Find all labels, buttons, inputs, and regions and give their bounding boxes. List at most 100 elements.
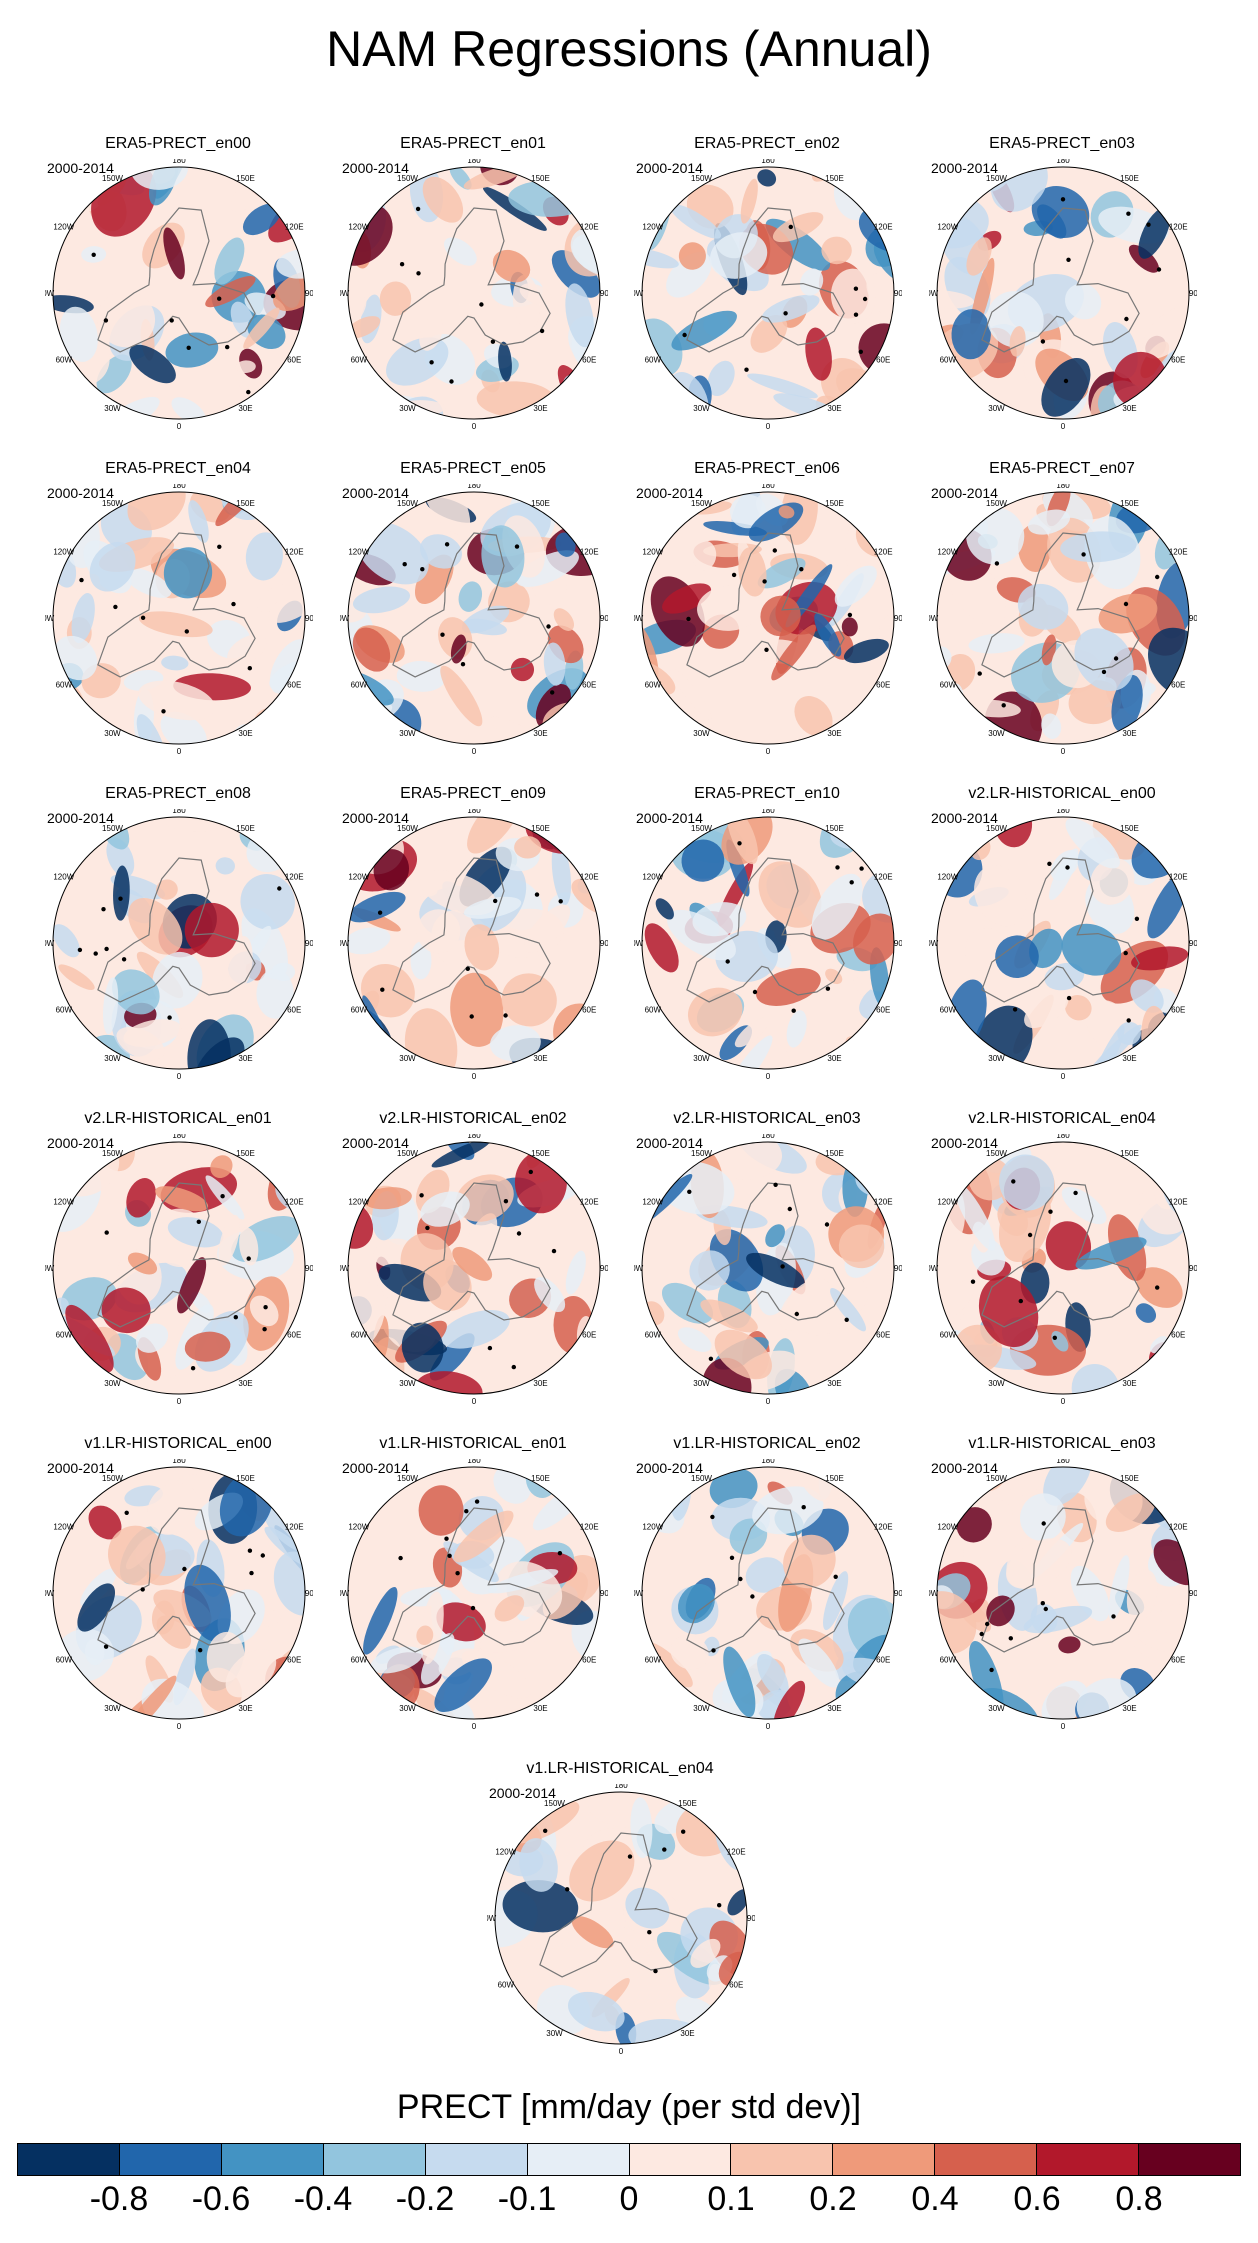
longitude-label: 90E	[600, 614, 608, 623]
significance-dot	[1123, 601, 1129, 607]
longitude-label: 30W	[399, 1379, 416, 1388]
significance-dot	[1047, 861, 1052, 866]
longitude-label: 180	[467, 809, 481, 815]
longitude-label: 30E	[533, 404, 547, 413]
longitude-label: 150W	[102, 1474, 123, 1483]
polar-map: 180 150E 120E 90E 60E 30E 0 30W 60W 90W 120W 150W	[45, 809, 313, 1081]
colorbar	[17, 2143, 1241, 2176]
significance-dot	[429, 360, 434, 365]
longitude-label: 120W	[642, 1198, 663, 1207]
significance-dot	[460, 662, 466, 667]
longitude-label: 60W	[351, 681, 368, 690]
significance-dot	[1027, 1232, 1033, 1238]
longitude-label: 90E	[894, 289, 902, 298]
longitude-label: 90E	[305, 1589, 313, 1598]
colorbar-bin	[119, 2144, 222, 2175]
longitude-label: 30W	[399, 729, 416, 738]
significance-dot	[682, 332, 687, 338]
significance-dot	[1041, 1521, 1046, 1526]
significance-dot	[101, 907, 106, 912]
longitude-label: 180	[1056, 1134, 1070, 1140]
longitude-label: 120E	[727, 1848, 746, 1857]
longitude-label: 120E	[285, 1198, 304, 1207]
polar-map: 180 150E 120E 90E 60E 30E 0 30W 60W 90W 120W 150W	[929, 809, 1197, 1081]
coastline	[392, 857, 551, 1003]
longitude-label: 60E	[1171, 1656, 1185, 1665]
colorbar-bin	[731, 2144, 834, 2175]
longitude-label: 150W	[397, 499, 418, 508]
significance-dot	[196, 1219, 201, 1224]
longitude-label: 150W	[986, 174, 1007, 183]
significance-dot	[1126, 1018, 1131, 1023]
longitude-label: 150E	[236, 174, 255, 183]
significance-dot	[233, 1315, 238, 1320]
significance-dot	[470, 1605, 476, 1611]
longitude-label: 180	[761, 1459, 775, 1465]
longitude-label: 60E	[876, 1656, 890, 1665]
longitude-label: 150W	[986, 824, 1007, 833]
period-label: 2000-2014	[47, 810, 114, 826]
map-panel: v1.LR-HISTORICAL_en04 2000-2014 180 150E 120…	[475, 1760, 765, 2070]
significance-dot	[91, 252, 96, 257]
longitude-label: 0	[472, 1397, 477, 1406]
polar-map: 180 150E 120E 90E 60E 30E 0 30W 60W 90W 120W 150W	[634, 484, 902, 756]
significance-dot	[963, 842, 969, 847]
significance-dot	[752, 989, 758, 995]
coastline	[392, 1507, 551, 1653]
coastline	[392, 207, 551, 353]
longitude-label: 120E	[874, 873, 893, 882]
period-label: 2000-2014	[931, 1135, 998, 1151]
polar-map: 180 150E 120E 90E 60E 30E 0 30W 60W 90W 120W 150W	[634, 809, 902, 1081]
significance-dot	[783, 311, 788, 316]
longitude-label: 30W	[988, 729, 1005, 738]
longitude-label: 120E	[874, 223, 893, 232]
longitude-label: 180	[614, 1784, 628, 1790]
map-panel: ERA5-PRECT_en04 2000-2014 180 150E 120E 90E 60…	[33, 460, 323, 770]
panel-title: v1.LR-HISTORICAL_en04	[526, 1760, 714, 1777]
polar-map: 180 150E 120E 90E 60E 30E 0 30W 60W 90W 120W 150W	[929, 1134, 1197, 1406]
longitude-label: 90W	[487, 1914, 497, 1923]
panel-title: v1.LR-HISTORICAL_en00	[84, 1435, 272, 1452]
colorbar-bin	[425, 2144, 528, 2175]
longitude-label: 150W	[544, 1799, 565, 1808]
colorbar-tick-label: 0.2	[809, 2180, 857, 2218]
longitude-label: 180	[761, 1134, 775, 1140]
longitude-label: 0	[177, 747, 182, 756]
significance-dot	[681, 1829, 686, 1834]
longitude-label: 90W	[929, 1589, 939, 1598]
significance-dot	[687, 1189, 692, 1194]
longitude-label: 180	[172, 1134, 186, 1140]
significance-dot	[844, 1317, 849, 1322]
significance-dot	[773, 1182, 778, 1187]
longitude-label: 30E	[238, 404, 252, 413]
significance-dot	[1066, 995, 1072, 1001]
significance-dot	[710, 1514, 715, 1520]
longitude-label: 90W	[340, 289, 350, 298]
longitude-label: 30E	[238, 1054, 252, 1063]
coastline	[97, 1507, 256, 1653]
longitude-label: 120W	[937, 1523, 958, 1532]
polar-map: 180 150E 120E 90E 60E 30E 0 30W 60W 90W 120W 150W	[634, 1459, 902, 1731]
longitude-label: 30W	[104, 1704, 121, 1713]
significance-dot	[1081, 552, 1086, 557]
significance-dot	[551, 1248, 557, 1254]
significance-dot	[217, 296, 222, 301]
significance-dot	[1065, 865, 1070, 870]
longitude-label: 150E	[1120, 499, 1139, 508]
longitude-label: 0	[766, 1397, 771, 1406]
longitude-label: 30W	[104, 1379, 121, 1388]
longitude-label: 0	[1061, 1397, 1066, 1406]
longitude-label: 90E	[894, 614, 902, 623]
colorbar-bin	[833, 2144, 936, 2175]
period-label: 2000-2014	[342, 160, 409, 176]
longitude-label: 90W	[45, 939, 55, 948]
significance-dot	[825, 986, 831, 991]
period-label: 2000-2014	[342, 1460, 409, 1476]
significance-dot	[464, 1509, 469, 1514]
period-label: 2000-2014	[931, 1460, 998, 1476]
longitude-label: 90W	[340, 614, 350, 623]
longitude-label: 150E	[1120, 824, 1139, 833]
longitude-label: 120W	[642, 873, 663, 882]
longitude-label: 30W	[104, 404, 121, 413]
significance-dot	[249, 1570, 254, 1576]
